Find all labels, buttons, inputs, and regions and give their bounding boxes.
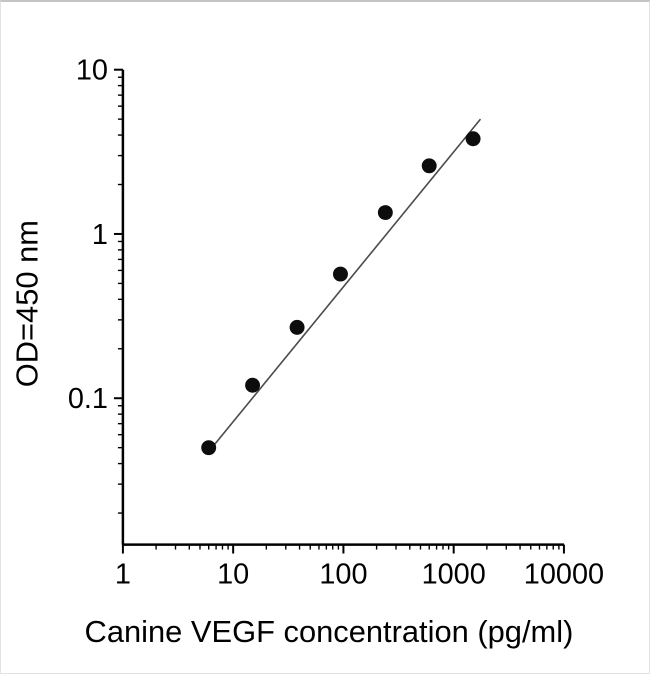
data-point-marker <box>201 440 217 456</box>
data-series <box>201 118 482 456</box>
data-point-marker <box>289 319 305 335</box>
y-axis-title: OD=450 nm <box>9 220 44 387</box>
data-point-marker <box>245 377 261 393</box>
x-tick-label: 10 <box>217 558 249 590</box>
x-tick-label: 1000 <box>422 558 486 590</box>
data-point-marker <box>465 131 481 147</box>
data-point-marker <box>421 158 437 174</box>
y-tick-label: 10 <box>76 55 108 87</box>
x-axis-title: Canine VEGF concentration (pg/ml) <box>85 614 574 649</box>
data-point-marker <box>377 205 393 221</box>
fit-line <box>206 118 482 455</box>
x-tick-label: 1 <box>115 558 131 590</box>
y-tick-label: 0.1 <box>68 383 108 415</box>
data-point-marker <box>332 266 348 282</box>
x-tick-label: 100 <box>319 558 367 590</box>
y-tick-label: 1 <box>92 219 108 251</box>
axes: 1 10 100 1000 10000 10 1 0.1 <box>68 55 604 591</box>
x-tick-label: 10000 <box>524 558 604 590</box>
